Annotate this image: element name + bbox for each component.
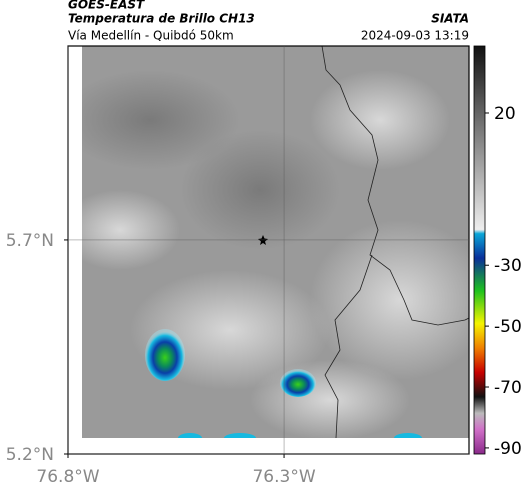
colorbar-tick-label: -30	[494, 256, 522, 276]
source: SIATA	[431, 12, 469, 26]
colorbar	[473, 45, 486, 455]
satellite: GOES-EAST	[68, 0, 145, 12]
y-tick-label: 5.7°N	[6, 231, 54, 251]
colorbar-tick-label: -50	[494, 317, 522, 337]
y-tick-label: 5.2°N	[6, 445, 54, 465]
satellite-image	[82, 46, 469, 438]
colorbar-tick-label: -70	[494, 378, 522, 398]
x-tick-label: 76.8°W	[36, 467, 99, 487]
colorbar-tick-label: -90	[494, 439, 522, 459]
product: Temperatura de Brillo CH13	[68, 12, 255, 26]
colorbar-tick-label: 20	[494, 104, 516, 124]
timestamp: 2024-09-03 13:19	[361, 29, 469, 43]
x-tick-label: 76.3°W	[252, 467, 315, 487]
region: Vía Medellín - Quibdó 50km	[68, 29, 234, 43]
